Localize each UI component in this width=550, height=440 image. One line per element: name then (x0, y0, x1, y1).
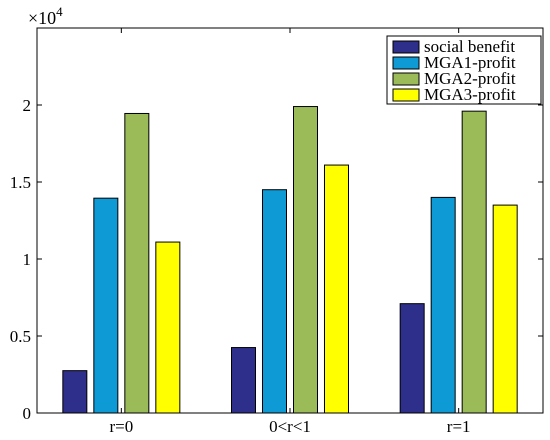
x-axis: r=0 0<r<1 r=1 (109, 28, 471, 436)
y-tick-label: 0 (23, 404, 32, 423)
bar-mga3-profit-2 (492, 204, 518, 414)
bar-mga1-profit-0 (93, 197, 119, 414)
y-tick-label: 2 (23, 96, 32, 115)
x-tick-label: r=0 (109, 417, 133, 436)
y-tick-label: 1 (23, 250, 32, 269)
legend-swatch (392, 40, 420, 54)
legend: social benefitMGA1-profitMGA2-profitMGA3… (386, 35, 542, 105)
bar-social-benefit-0 (62, 370, 88, 414)
y-tick-label: 1.5 (10, 173, 31, 192)
bar-mga3-profit-1 (324, 164, 349, 414)
y-tick-label: 0.5 (10, 327, 31, 346)
bar-mga1-profit-2 (430, 196, 456, 414)
x-tick-label: r=1 (447, 417, 471, 436)
legend-swatch (392, 72, 420, 86)
bar-mga2-profit-2 (461, 110, 487, 414)
bar-mga1-profit-1 (262, 189, 287, 414)
legend-label: social benefit (424, 37, 515, 56)
bar-mga3-profit-0 (155, 241, 181, 414)
y-axis: 0 0.5 1 1.5 2 (10, 96, 543, 423)
bar-social-benefit-1 (231, 347, 256, 414)
x-tick-label: 0<r<1 (269, 417, 311, 436)
bar-mga2-profit-0 (124, 112, 150, 414)
legend-label: MGA3-profit (424, 85, 516, 104)
legend-swatch (392, 56, 420, 70)
bars (62, 106, 518, 414)
bar-mga2-profit-1 (293, 106, 318, 414)
y-multiplier-label: ×104 (28, 4, 63, 28)
legend-label: MGA1-profit (424, 53, 516, 72)
bar-social-benefit-2 (399, 303, 425, 414)
legend-swatch (392, 88, 420, 102)
legend-label: MGA2-profit (424, 69, 516, 88)
